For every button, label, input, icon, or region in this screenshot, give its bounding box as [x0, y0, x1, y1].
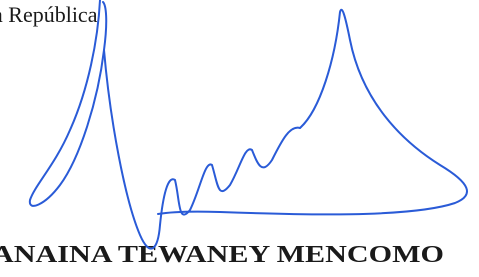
page: {"document": {"header_text": "a Repúblic… [0, 0, 479, 277]
paper [0, 0, 479, 277]
header-text: a República [0, 2, 98, 27]
document-fragment: a República ANAINA TEWANEY MENCOMO [0, 0, 479, 277]
signatory-name: ANAINA TEWANEY MENCOMO [0, 242, 444, 268]
